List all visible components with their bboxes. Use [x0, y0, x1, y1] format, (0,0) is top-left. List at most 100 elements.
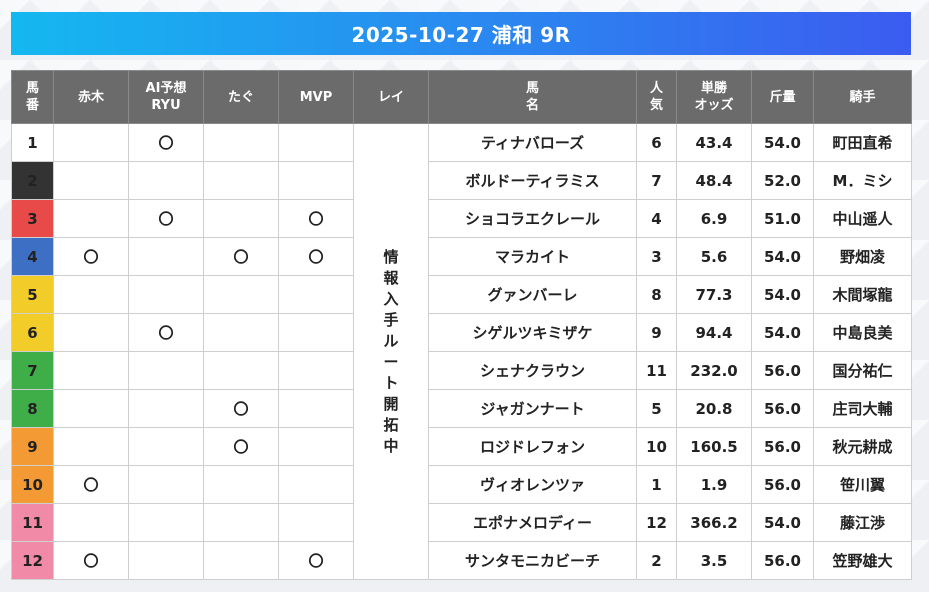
- popularity: 9: [636, 313, 677, 352]
- header-tagu: たぐ: [203, 70, 279, 124]
- header-ninki: 人気: [636, 70, 677, 124]
- horse-name: ロジドレフォン: [428, 427, 637, 466]
- gate-number: 3: [11, 199, 54, 238]
- mvp-mark: [278, 465, 354, 504]
- gate-number: 2: [11, 161, 54, 200]
- weight: 54.0: [751, 313, 814, 352]
- win-odds: 366.2: [676, 503, 752, 542]
- weight: 54.0: [751, 123, 814, 162]
- win-odds: 48.4: [676, 161, 752, 200]
- win-odds: 160.5: [676, 427, 752, 466]
- table-row: 4 〇〇〇マラカイト 3 5.6 54.0 野畑凌: [11, 237, 912, 276]
- horse-name: ジャガンナート: [428, 389, 637, 428]
- table-row: 2 ボルドーティラミス 7 48.4 52.0 M．ミシ: [11, 161, 912, 200]
- jockey-name: 国分祐仁: [813, 351, 912, 390]
- win-odds: 43.4: [676, 123, 752, 162]
- popularity: 2: [636, 541, 677, 580]
- akagi-mark: [53, 427, 129, 466]
- ai-ryu-mark: [128, 351, 204, 390]
- header-odds: 単勝 オッズ: [676, 70, 752, 124]
- ai-ryu-mark: 〇: [128, 123, 204, 162]
- gate-number: 5: [11, 275, 54, 314]
- tagu-mark: [203, 275, 279, 314]
- gate-number: 4: [11, 237, 54, 276]
- table-row: 10 〇 ヴィオレンツァ 1 1.9 56.0 笹川翼: [11, 465, 912, 504]
- horse-name: ティナバローズ: [428, 123, 637, 162]
- weight: 56.0: [751, 351, 814, 390]
- table-row: 3 〇 〇 ショコラエクレール 4 6.9 51.0 中山遥人: [11, 199, 912, 238]
- akagi-mark: [53, 503, 129, 542]
- horse-name: サンタモニカビーチ: [428, 541, 637, 580]
- akagi-mark: [53, 389, 129, 428]
- table-row: 8 〇 ジャガンナート 5 20.8 56.0 庄司大輔: [11, 389, 912, 428]
- header-row: 馬番 赤木 AI予想 RYU たぐ MVP レイ 馬名 人気 単勝 オッズ 斤量 騎…: [11, 70, 912, 124]
- popularity: 10: [636, 427, 677, 466]
- horse-name: ボルドーティラミス: [428, 161, 637, 200]
- horse-name: グァンバーレ: [428, 275, 637, 314]
- popularity: 3: [636, 237, 677, 276]
- gate-number: 6: [11, 313, 54, 352]
- ai-ryu-mark: 〇: [128, 199, 204, 238]
- ai-ryu-mark: [128, 465, 204, 504]
- tagu-mark: [203, 503, 279, 542]
- horse-name: ショコラエクレール: [428, 199, 637, 238]
- win-odds: 3.5: [676, 541, 752, 580]
- header-mvp: MVP: [278, 70, 354, 124]
- akagi-mark: [53, 351, 129, 390]
- tagu-mark: 〇: [203, 389, 279, 428]
- akagi-mark: 〇: [53, 541, 129, 580]
- mvp-mark: [278, 503, 354, 542]
- ai-ryu-mark: [128, 541, 204, 580]
- jockey-name: 木間塚龍: [813, 275, 912, 314]
- popularity: 6: [636, 123, 677, 162]
- table-row: 7 シェナクラウン 11 232.0 56.0 国分祐仁: [11, 351, 912, 390]
- race-title-bar: 2025-10-27 浦和 9R: [11, 12, 911, 55]
- rei-note-text: 情報入手ルート開拓中: [383, 247, 399, 455]
- header-kinryo: 斤量: [751, 70, 814, 124]
- jockey-name: 野畑凌: [813, 237, 912, 276]
- jockey-name: 中島良美: [813, 313, 912, 352]
- win-odds: 94.4: [676, 313, 752, 352]
- popularity: 7: [636, 161, 677, 200]
- mvp-mark: [278, 427, 354, 466]
- tagu-mark: [203, 541, 279, 580]
- mvp-mark: 〇: [278, 237, 354, 276]
- jockey-name: 秋元耕成: [813, 427, 912, 466]
- table-row: 5 グァンバーレ 8 77.3 54.0 木間塚龍: [11, 275, 912, 314]
- jockey-name: 庄司大輔: [813, 389, 912, 428]
- header-umaban: 馬番: [11, 70, 54, 124]
- akagi-mark: 〇: [53, 237, 129, 276]
- jockey-name: 町田直希: [813, 123, 912, 162]
- gate-number: 8: [11, 389, 54, 428]
- mvp-mark: [278, 161, 354, 200]
- mvp-mark: [278, 123, 354, 162]
- tagu-mark: [203, 313, 279, 352]
- weight: 52.0: [751, 161, 814, 200]
- mvp-mark: 〇: [278, 199, 354, 238]
- weight: 54.0: [751, 503, 814, 542]
- weight: 56.0: [751, 465, 814, 504]
- ai-ryu-mark: [128, 427, 204, 466]
- ai-ryu-mark: 〇: [128, 313, 204, 352]
- mvp-mark: [278, 275, 354, 314]
- table-row: 6 〇 シゲルツキミザケ 9 94.4 54.0 中島良美: [11, 313, 912, 352]
- race-prediction-table: 馬番 赤木 AI予想 RYU たぐ MVP レイ 馬名 人気 単勝 オッズ 斤量 騎…: [11, 70, 912, 580]
- gate-number: 12: [11, 541, 54, 580]
- ai-ryu-mark: [128, 275, 204, 314]
- tagu-mark: [203, 161, 279, 200]
- ai-ryu-mark: [128, 161, 204, 200]
- table-row: 1 〇情報入手ルート開拓中 ティナバローズ 6 43.4 54.0 町田直希: [11, 123, 912, 580]
- ai-ryu-mark: [128, 503, 204, 542]
- gate-number: 11: [11, 503, 54, 542]
- akagi-mark: [53, 199, 129, 238]
- jockey-name: 笠野雄大: [813, 541, 912, 580]
- horse-name: シゲルツキミザケ: [428, 313, 637, 352]
- popularity: 12: [636, 503, 677, 542]
- win-odds: 6.9: [676, 199, 752, 238]
- ai-ryu-mark: [128, 389, 204, 428]
- mvp-mark: 〇: [278, 541, 354, 580]
- jockey-name: M．ミシ: [813, 161, 912, 200]
- gate-number: 9: [11, 427, 54, 466]
- weight: 54.0: [751, 237, 814, 276]
- weight: 51.0: [751, 199, 814, 238]
